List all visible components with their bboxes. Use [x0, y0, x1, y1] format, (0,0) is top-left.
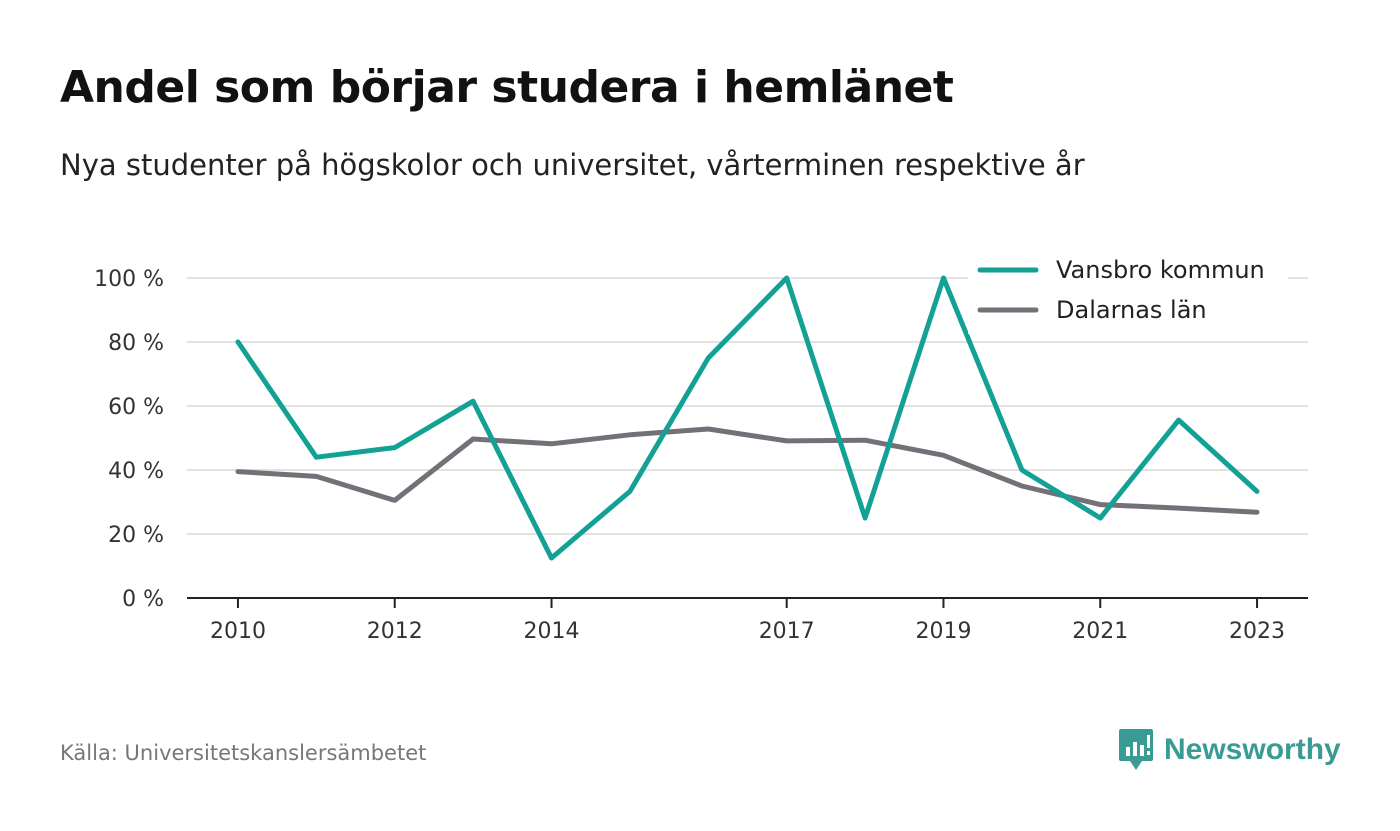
- x-tick-label: 2017: [759, 619, 815, 644]
- newsworthy-logo-icon: [1119, 729, 1153, 770]
- y-tick-label: 100 %: [94, 267, 164, 292]
- legend-label: Vansbro kommun: [1056, 256, 1265, 284]
- x-tick-label: 2021: [1072, 619, 1128, 644]
- chart-subtitle: Nya studenter på högskolor och universit…: [60, 148, 1085, 182]
- x-tick-label: 2014: [524, 619, 580, 644]
- y-axis-tick-labels: 0 % 20 % 40 % 60 % 80 % 100 %: [94, 267, 164, 612]
- y-tick-label: 60 %: [108, 395, 164, 420]
- source-note: Källa: Universitetskanslersämbetet: [60, 741, 427, 765]
- x-tick-label: 2010: [210, 619, 266, 644]
- newsworthy-brand: Newsworthy: [1118, 728, 1341, 772]
- x-tick-label: 2019: [915, 619, 971, 644]
- y-tick-label: 80 %: [108, 331, 164, 356]
- x-tick-label: 2023: [1229, 619, 1285, 644]
- chart-title: Andel som börjar studera i hemlänet: [60, 62, 954, 113]
- y-tick-label: 0 %: [122, 587, 164, 612]
- x-tick-label: 2012: [367, 619, 423, 644]
- legend: Vansbro kommun Dalarnas län: [968, 252, 1288, 334]
- legend-background: [968, 252, 1288, 334]
- legend-label: Dalarnas län: [1056, 296, 1207, 324]
- x-axis: 2010 2012 2014 2017 2019 2021 2023: [187, 597, 1308, 644]
- series-lines: [235, 275, 1260, 561]
- series-line-vansbro-kommun: [235, 275, 1260, 561]
- y-tick-label: 20 %: [108, 523, 164, 548]
- brand-name: Newsworthy: [1164, 733, 1341, 766]
- series-line-dalarnas-l-n: [235, 426, 1260, 515]
- y-tick-label: 40 %: [108, 459, 164, 484]
